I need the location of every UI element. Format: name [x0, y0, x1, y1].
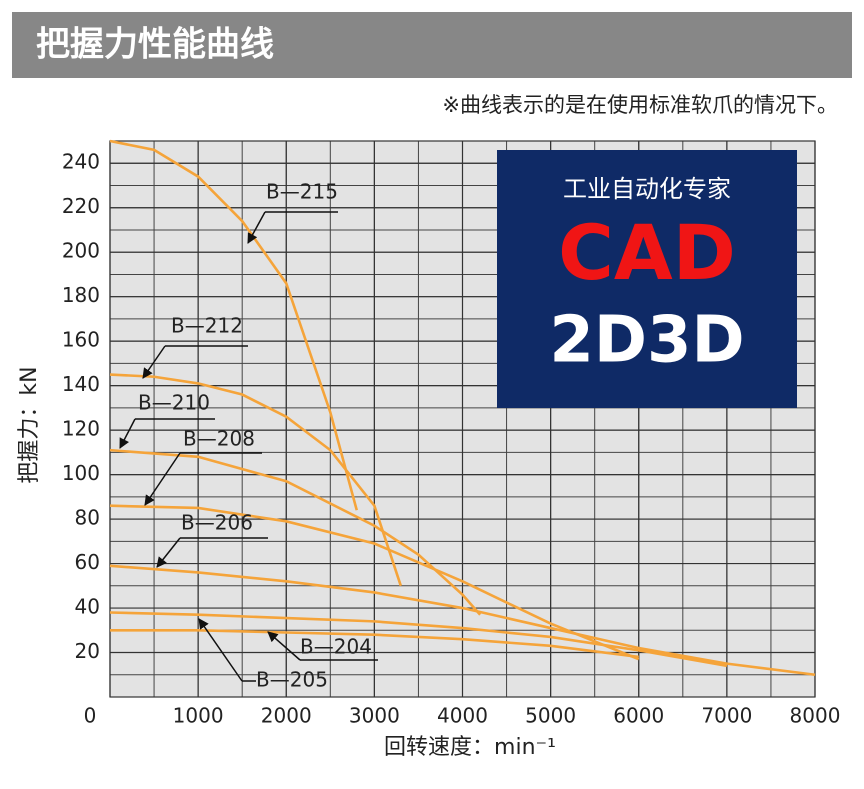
y-tick-label: 60: [75, 550, 100, 574]
series-label: B—210: [138, 391, 210, 415]
series-line: [109, 611, 728, 668]
x-tick-label: 1000: [173, 704, 224, 728]
series-line: [110, 628, 639, 659]
header-bar: [12, 12, 852, 78]
y-tick-label: 220: [62, 194, 100, 218]
series-line: [109, 448, 482, 616]
y-tick-label: 200: [62, 239, 100, 263]
series-label: B—206: [181, 511, 253, 535]
series-label: B—204: [300, 635, 372, 659]
y-axis-label: 把握力：kN: [17, 366, 42, 483]
y-tick-label: 120: [62, 417, 100, 441]
series-label: B—208: [183, 427, 255, 451]
y-tick-label: 100: [62, 461, 100, 485]
header-title: 把握力性能曲线: [36, 25, 274, 65]
series-line: [109, 373, 403, 587]
watermark-line3: 2D3D: [549, 304, 744, 378]
leader-arrow: [119, 418, 136, 449]
leader-arrow: [247, 211, 266, 244]
leader-arrow: [144, 452, 181, 506]
x-tick-label: 0: [84, 704, 97, 728]
series-line: [109, 504, 640, 661]
series-line: [109, 139, 359, 511]
y-tick-label: 180: [62, 283, 100, 307]
leader-arrow: [142, 345, 166, 379]
leader-arrow: [198, 618, 243, 682]
x-tick-label: 2000: [261, 704, 312, 728]
y-tick-label: 140: [62, 372, 100, 396]
plot-frame: [109, 140, 816, 698]
x-tick-label: 7000: [701, 704, 752, 728]
watermark-line2: CAD: [558, 208, 736, 297]
series-label: B—215: [266, 180, 338, 204]
leader-arrow: [267, 631, 301, 661]
note: ※曲线表示的是在使用标准软爪的情况下。: [442, 93, 838, 117]
watermark-box: [497, 150, 797, 408]
y-tick-label: 80: [75, 506, 100, 530]
leader-arrow: [156, 537, 181, 568]
x-tick-label: 4000: [437, 704, 488, 728]
y-tick-label: 240: [62, 150, 100, 174]
watermark-line1: 工业自动化专家: [563, 175, 731, 203]
y-tick-label: 160: [62, 328, 100, 352]
x-tick-label: 5000: [525, 704, 576, 728]
x-tick-label: 8000: [790, 704, 841, 728]
series-label: B—212: [171, 314, 243, 338]
y-tick-label: 40: [75, 595, 100, 619]
y-tick-label: 20: [75, 639, 100, 663]
series-line: [109, 564, 816, 677]
series-label: B—205: [256, 668, 328, 692]
x-axis-label: 回转速度：min⁻¹: [384, 735, 556, 760]
x-tick-label: 3000: [349, 704, 400, 728]
x-tick-label: 6000: [613, 704, 664, 728]
